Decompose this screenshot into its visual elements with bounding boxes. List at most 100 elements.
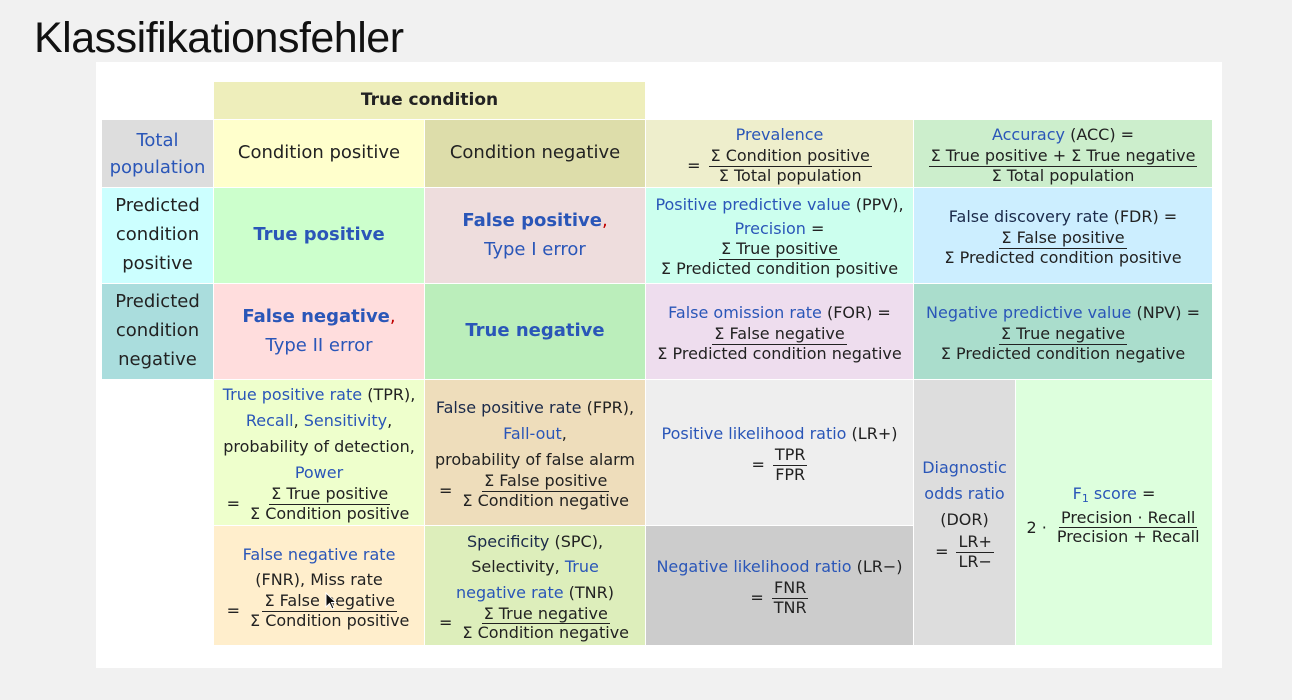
dor-fraction: LR+ LR− [956,531,994,571]
true-word: True [564,557,599,577]
accuracy-numerator: Σ True positive + Σ True negative [928,146,1198,167]
accuracy-label: Accuracy [991,125,1065,145]
accuracy-abbr: (ACC) = [1064,125,1135,145]
type1-error-label: Type I error [484,238,586,260]
equals-sign: = [226,493,240,513]
tnr-numerator: Σ True negative [481,603,610,625]
for-numerator: Σ False negative [712,324,847,345]
condition-negative-cell: Condition negative [425,120,646,188]
fdr-cell: False discovery rate (FDR) = Σ False pos… [914,188,1213,284]
fnr-label: False negative rate [242,544,396,564]
fallout-label: Fall-out [503,424,562,444]
lr-minus-denominator: TNR [773,597,807,617]
equals-sign: = [226,600,240,620]
condition-positive-label: Condition positive [237,142,401,164]
predicted-positive-line2: condition [115,224,200,246]
f1-label: F1 score [1072,483,1137,505]
lr-plus-abbr: (LR+) [846,424,898,444]
false-positive-cell: False positive, Type I error [425,188,646,284]
mouse-pointer-icon [325,592,337,610]
accuracy-fraction: Σ True positive + Σ True negative Σ Tota… [928,146,1198,185]
fpr-denominator: Σ Condition negative [462,490,629,510]
npv-numerator: Σ True negative [998,324,1128,345]
ppv-fraction: Σ True positive Σ Predicted condition po… [659,240,900,278]
f1-score-word: score [1088,483,1137,503]
prevalence-cell: Prevalence = Σ Condition positive Σ Tota… [646,120,914,188]
fdr-fraction: Σ False positive Σ Predicted condition p… [942,229,1183,267]
lr-plus-label: Positive likelihood ratio [661,424,847,444]
negative-rate-label: negative rate [456,583,564,602]
true-positive-cell: True positive [214,188,425,284]
f1-tail: = [1136,483,1156,503]
ppv-abbr: (PPV), [850,195,904,215]
tpr-denominator: Σ Condition positive [250,503,410,523]
tpr-abbr: (TPR), [362,385,416,405]
f1-numerator: Precision · Recall [1058,507,1198,529]
lr-plus-numerator: TPR [772,445,808,466]
dor-cell: Diagnostic odds ratio (DOR) = LR+ LR− [914,380,1016,646]
probability-false-alarm-label: probability of false alarm [434,450,636,470]
f1-denominator: Precision + Recall [1056,527,1200,547]
fpr-abbr: (FPR), [581,398,635,418]
predicted-negative-cell: Predicted condition negative [102,284,214,380]
tpr-numerator: Σ True positive [269,484,391,505]
f1-letter: F [1072,483,1082,503]
ppv-label: Positive predictive value [655,195,851,215]
selectivity-label: Selectivity, [471,557,565,577]
fdr-abbr: (FDR) = [1108,207,1178,227]
f1-cell: F1 score = 2 · Precision · Recall Precis… [1016,380,1213,646]
predicted-negative-line3: negative [118,348,197,370]
accuracy-denominator: Σ Total population [991,165,1135,185]
type2-error-label: Type II error [265,334,373,356]
dor-label-line1: Diagnostic [922,457,1007,477]
true-condition-label: True condition [360,89,499,110]
condition-negative-label: Condition negative [449,142,621,164]
f1-fraction: Precision · Recall Precision + Recall [1055,507,1202,547]
sensitivity-label: Sensitivity [303,411,388,431]
confusion-matrix-panel: True condition Total population Conditio… [96,62,1222,668]
lr-minus-abbr: (LR−) [851,557,903,577]
for-label: False omission rate [668,303,822,323]
tnr-cell: Specificity (SPC), Selectivity, True neg… [425,526,646,646]
true-negative-label: True negative [465,320,605,342]
ppv-cell: Positive predictive value (PPV), Precisi… [646,188,914,284]
equals-sign: = [438,480,453,500]
miss-rate-label: (FNR), Miss rate [255,570,383,590]
comma: , [293,411,299,431]
lr-plus-fraction: TPR FPR [772,445,808,484]
lr-plus-cell: Positive likelihood ratio (LR+) = TPR FP… [646,380,914,526]
fdr-denominator: Σ Predicted condition positive [944,247,1182,267]
slide-title: Klassifikationsfehler [34,14,404,62]
comma: , [387,411,393,431]
equals-sign: = [935,541,949,561]
equals-sign: = [751,454,765,474]
lr-plus-denominator: FPR [775,464,806,484]
prevalence-denominator: Σ Total population [718,165,862,185]
predicted-negative-line2: condition [115,320,200,342]
tnr-denominator: Σ Condition negative [462,623,629,643]
comma: , [561,424,567,444]
dor-denominator: LR− [958,551,992,571]
fnr-denominator: Σ Condition positive [250,610,410,630]
equals-sign: = [687,155,701,175]
fpr-numerator: Σ False positive [482,471,610,492]
npv-denominator: Σ Predicted condition negative [940,343,1186,363]
for-denominator: Σ Predicted condition negative [657,343,902,363]
recall-label: Recall [245,411,294,431]
predicted-negative-line1: Predicted [115,291,200,313]
true-positive-label: True positive [253,224,385,246]
precision-tail: = [805,219,825,239]
lr-minus-fraction: FNR TNR [772,579,809,617]
lr-minus-cell: Negative likelihood ratio (LR−) = FNR TN… [646,526,914,646]
specificity-abbr: (SPC), [549,531,604,551]
dor-numerator: LR+ [956,531,994,553]
tnr-fraction: Σ True negative Σ Condition negative [460,603,631,643]
f1-subscript: 1 [1081,491,1089,505]
lr-minus-label: Negative likelihood ratio [656,557,852,577]
f1-prefix: 2 · [1026,517,1047,537]
power-label: Power [294,463,344,483]
ppv-denominator: Σ Predicted condition positive [660,259,899,278]
equals-sign: = [750,587,764,607]
npv-cell: Negative predictive value (NPV) = Σ True… [914,284,1213,380]
npv-abbr: (NPV) = [1131,303,1200,323]
